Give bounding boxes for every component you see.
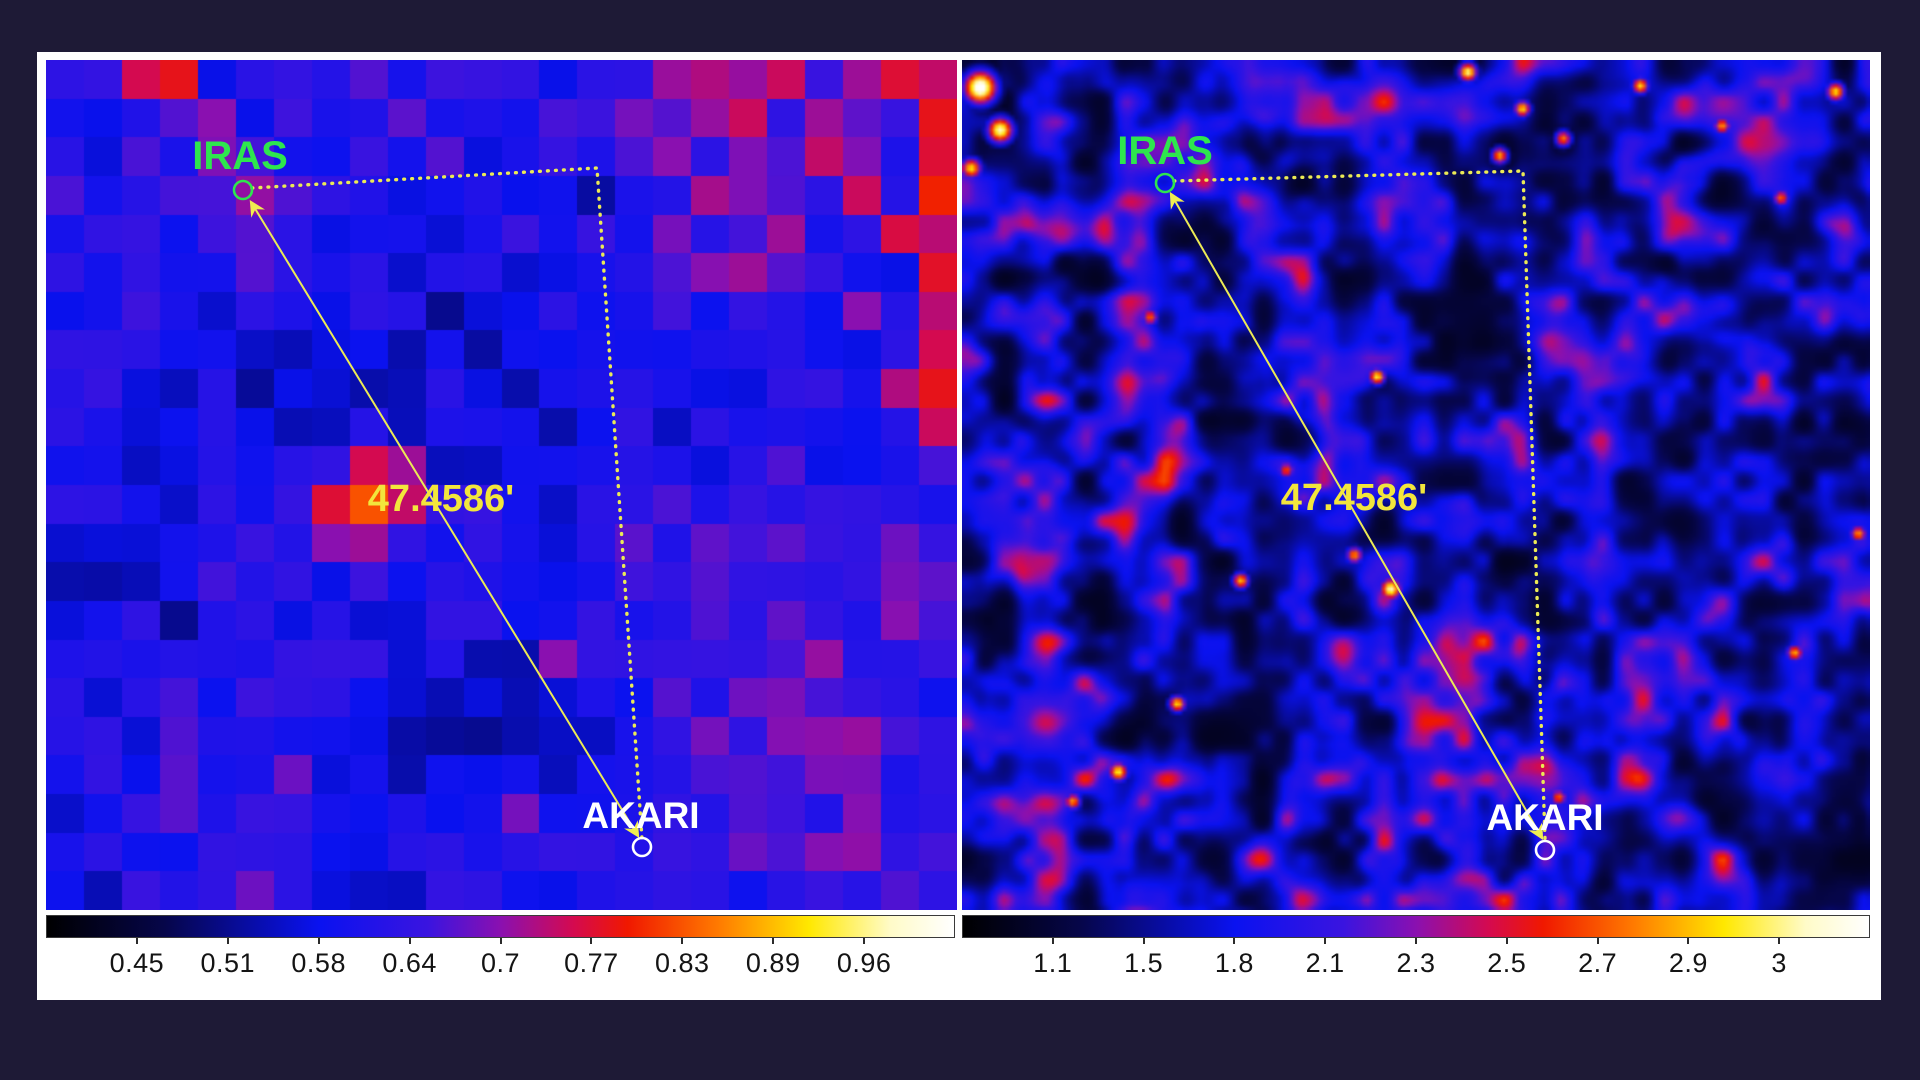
colorbar-tick-label: 2.3 <box>1396 948 1436 978</box>
left-akari-label: AKARI <box>582 795 699 836</box>
colorbar-tick-label: 2.5 <box>1487 948 1527 978</box>
colorbar-tick-label: 1.5 <box>1124 948 1164 978</box>
right-map-panel: IRAS 47.4586' AKARI <box>962 60 1870 910</box>
colorbar-tick <box>408 938 411 944</box>
colorbar-tick <box>681 938 684 944</box>
colorbar-tick-label: 0.96 <box>836 948 892 978</box>
left-separation-label: 47.4586' <box>368 478 514 520</box>
colorbar-tick <box>226 938 229 944</box>
colorbar-tick-label: 0.64 <box>382 948 437 978</box>
colorbar-tick <box>317 938 320 944</box>
colorbar-tick <box>863 938 866 944</box>
right-akari-label: AKARI <box>1486 797 1603 838</box>
right-colorbar-ticks <box>962 938 1870 945</box>
left-colorbar-ticks <box>46 938 955 945</box>
colorbar-tick-label: 0.45 <box>109 948 165 978</box>
colorbar-tick <box>1324 938 1327 944</box>
colorbar-tick <box>772 938 775 944</box>
colorbar-tick <box>1778 938 1781 944</box>
colorbar-tick-label: 3 <box>1771 948 1787 978</box>
colorbar-tick <box>1596 938 1599 944</box>
figure-panel: IRAS 47.4586' AKARI IRAS 47.4586' <box>37 52 1881 1000</box>
right-separation-line <box>1169 191 1544 841</box>
right-separation-label: 47.4586' <box>1281 477 1427 519</box>
colorbar-tick-label: 0.7 <box>480 948 521 978</box>
left-map-panel: IRAS 47.4586' AKARI <box>46 60 957 910</box>
left-colorbar <box>46 915 955 938</box>
right-map-overlay: IRAS 47.4586' AKARI <box>1117 129 1604 861</box>
right-colorbar-labels: 1.1 1.5 1.8 2.1 2.3 2.5 2.7 2.9 3 <box>962 948 1870 984</box>
right-iras-marker-circle <box>1154 172 1176 194</box>
colorbar-tick <box>1233 938 1236 944</box>
left-colorbar-labels: 0.45 0.51 0.58 0.64 0.7 0.77 0.83 0.89 0.96 <box>46 948 955 984</box>
colorbar-tick <box>1415 938 1417 944</box>
left-akari-marker-circle <box>631 836 653 858</box>
colorbar-tick-label: 0.89 <box>745 948 801 978</box>
colorbar-tick-label: 2.7 <box>1578 948 1618 978</box>
right-akari-marker-circle <box>1534 839 1556 861</box>
colorbar-tick-label: 1.1 <box>1033 948 1073 978</box>
colorbar-tick-label: 1.8 <box>1214 948 1254 978</box>
colorbar-tick-label: 0.51 <box>200 948 256 978</box>
colorbar-tick-label: 2.9 <box>1668 948 1708 978</box>
colorbar-tick-label: 0.83 <box>655 948 710 978</box>
colorbar-tick <box>499 938 502 944</box>
left-map-overlay: IRAS 47.4586' AKARI <box>192 134 700 858</box>
right-colorbar <box>962 915 1870 938</box>
colorbar-tick-label: 2.1 <box>1305 948 1345 978</box>
colorbar-tick-label: 0.58 <box>291 948 346 978</box>
colorbar-tick-label: 0.77 <box>564 948 619 978</box>
colorbar-tick <box>135 938 138 944</box>
colorbar-tick <box>1051 938 1054 944</box>
colorbar-tick <box>1505 938 1508 944</box>
left-separation-line <box>249 199 640 839</box>
colorbar-tick <box>1142 938 1145 944</box>
colorbar-tick <box>1687 938 1690 944</box>
left-iras-label: IRAS <box>192 134 288 178</box>
left-iras-marker-circle <box>232 179 254 201</box>
colorbar-tick <box>590 938 593 944</box>
right-iras-label: IRAS <box>1117 129 1213 173</box>
